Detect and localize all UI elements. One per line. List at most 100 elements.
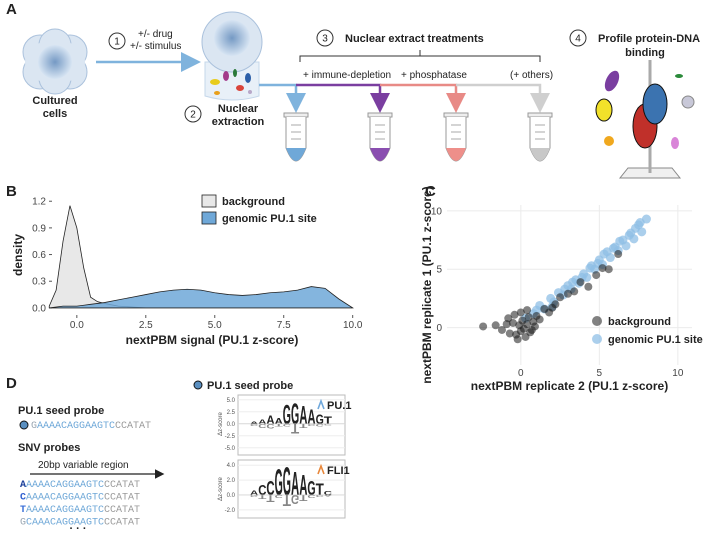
logo-letter: A: [299, 402, 307, 430]
logo-letter-group: T: [258, 494, 267, 500]
logo-name: FLI1: [327, 465, 350, 477]
logo-letter: T: [324, 415, 332, 426]
panel-label: D: [6, 375, 17, 392]
logo-letter: A: [324, 494, 332, 496]
logo-letter: C: [266, 477, 274, 500]
sequence-part: AAAACAGGAAGTC: [26, 480, 104, 491]
nucleus-icon: [201, 11, 263, 101]
logo-letter: G: [291, 492, 299, 506]
seed-title: PU.1 seed probe: [18, 405, 104, 417]
logo-letter: C: [258, 423, 267, 429]
logo-letter-group: G: [307, 477, 315, 500]
logo-title: PU.1 seed probe: [207, 380, 293, 392]
logo-letter-group: C: [275, 494, 284, 499]
y-tick-label: 0.3: [32, 277, 46, 288]
profile-label: Profile protein-DNA: [598, 33, 700, 45]
logo-letter: G: [291, 398, 299, 431]
logo-letter: C: [266, 422, 274, 430]
scatter-point: [504, 314, 513, 323]
logo-letter-group: A: [250, 490, 258, 497]
sequence-part: CCATAT: [104, 493, 140, 504]
sequence-part: AAAACAGGAAGTC: [37, 421, 115, 432]
panel-label: C: [425, 183, 436, 200]
treatment-label: + phosphatase: [401, 70, 467, 81]
y-tick-label: 0.6: [32, 250, 46, 261]
logo-letter-group: A: [266, 413, 274, 427]
scatter-point: [523, 320, 532, 329]
logo-letter: T: [299, 493, 308, 502]
step-number: 4: [575, 34, 581, 45]
sequence-part: C: [20, 493, 26, 504]
y-tick-label: 0.9: [32, 223, 46, 234]
y-tick-label: 10: [431, 206, 443, 217]
step-circle: [569, 29, 587, 47]
stimulus-label: +/- drug: [138, 29, 173, 40]
snv-title: SNV probes: [18, 442, 80, 454]
step-circle: [108, 32, 126, 50]
logo-letter-group: G: [283, 461, 291, 504]
sequence-part: CCATAT: [104, 505, 140, 516]
logo-letter-group: T: [283, 492, 292, 510]
logo-letter-group: C: [258, 482, 267, 498]
sequence-part: CCATAT: [115, 421, 151, 432]
logo-letter-group: C: [307, 423, 316, 426]
logo-letter-group: T: [299, 493, 308, 502]
scatter-point: [635, 218, 645, 228]
x-axis-title: nextPBM signal (PU.1 z-score): [126, 333, 299, 347]
sequence-part: CCATAT: [104, 480, 140, 491]
logo-letter-group: G: [291, 492, 299, 506]
logo-letter-group: C: [324, 490, 333, 496]
logo-letter-group: G: [291, 398, 299, 431]
density-area: [49, 286, 355, 309]
y-tick-label: 5: [436, 265, 442, 276]
scatter-point: [570, 287, 579, 296]
sequence-part: G: [20, 518, 26, 529]
extraction-label: Nuclear: [218, 103, 259, 115]
logo-y-label: Δz-score: [218, 412, 224, 436]
scatter-point: [491, 321, 500, 330]
logo-letter-group: A: [299, 469, 307, 502]
legend-swatch: [201, 194, 217, 208]
logo-letter: C: [316, 494, 325, 498]
y-axis-title: density: [11, 234, 25, 276]
logo-letter-group: A: [324, 494, 332, 496]
logo-letter-group: A: [291, 466, 299, 503]
y-tick-label: 1.2: [32, 197, 46, 208]
x-tick-label: 10.0: [343, 320, 363, 331]
logo-letter-group: C: [324, 423, 332, 425]
logo-letter: T: [299, 423, 308, 429]
sequence: GAAAACAGGAAGTCCCATAT: [31, 421, 151, 432]
logo-letter: C: [275, 494, 284, 499]
scatter-point: [604, 265, 613, 274]
scatter-point: [513, 335, 522, 344]
logo-letter: C: [324, 490, 333, 496]
logo-letter-group: G: [283, 398, 291, 431]
scatter-point: [535, 315, 544, 324]
scatter-point: [563, 289, 572, 298]
ellipsis: · · ·: [69, 523, 86, 534]
logo-letter-group: T: [316, 481, 324, 499]
panel-a: A Cultured cells 1 +/- drug +/- stimulus: [6, 1, 700, 179]
logo-letter-group: T: [299, 423, 308, 429]
logo-letter: A: [258, 418, 266, 426]
scatter-point: [624, 230, 634, 240]
sequence: TAAAACAGGAAGTCCCATAT: [20, 505, 140, 516]
y-tick-label: 0.0: [32, 303, 46, 314]
cells-icon: [22, 28, 88, 95]
scatter-point: [516, 308, 525, 317]
seed-marker: [19, 420, 29, 430]
logo-letter: G: [275, 461, 283, 503]
logo-letter: A: [275, 418, 284, 427]
logo-letter-group: T: [266, 492, 274, 503]
logo-letter: G: [250, 494, 258, 498]
logo-letter-group: C: [283, 423, 292, 427]
bracket: [299, 50, 541, 62]
x-tick-label: 7.5: [277, 320, 291, 331]
step-circle: [316, 29, 334, 47]
logo-letter-group: C: [266, 477, 274, 500]
y-tick-label: 2.0: [227, 478, 236, 484]
logo-letter-group: C: [266, 422, 274, 430]
logo-letter: T: [291, 421, 299, 437]
logo-letter: C: [250, 423, 259, 426]
treatment-lines: [259, 83, 550, 113]
